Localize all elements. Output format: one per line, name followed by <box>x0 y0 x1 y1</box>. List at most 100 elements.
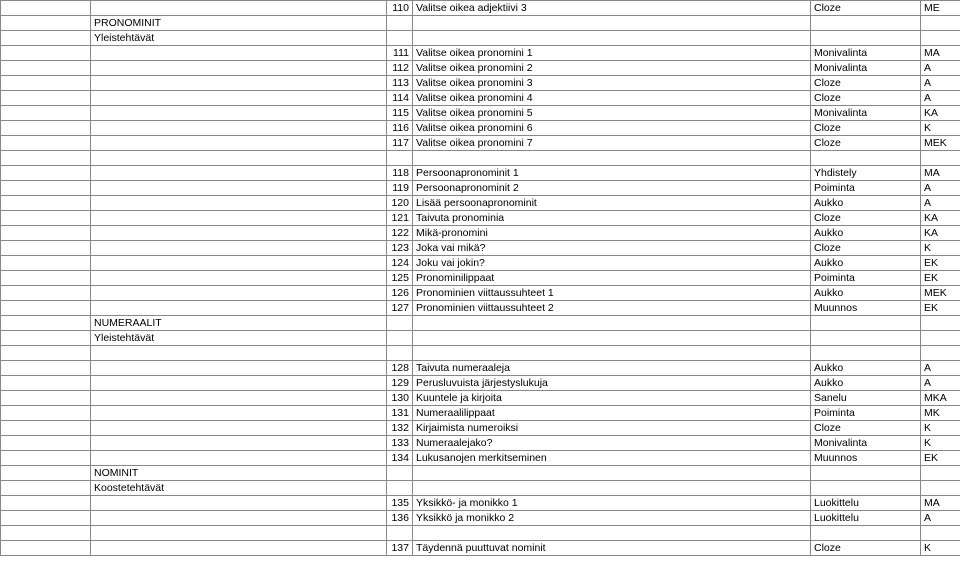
cell-c1 <box>1 196 91 211</box>
cell-c1 <box>1 121 91 136</box>
cell-desc: Perusluvuista järjestyslukuja <box>413 376 811 391</box>
cell-type: Muunnos <box>811 451 921 466</box>
cell-c2 <box>91 166 387 181</box>
cell-c1 <box>1 106 91 121</box>
cell-num <box>387 481 413 496</box>
table-row: 110Valitse oikea adjektiivi 3ClozeME <box>1 1 960 16</box>
cell-num <box>387 466 413 481</box>
cell-code: MA <box>921 496 960 511</box>
cell-code <box>921 316 960 331</box>
cell-desc: Täydennä puuttuvat nominit <box>413 541 811 556</box>
cell-c2 <box>91 226 387 241</box>
data-table: 110Valitse oikea adjektiivi 3ClozeME PRO… <box>0 0 960 556</box>
table-row: 114Valitse oikea pronomini 4ClozeA <box>1 91 960 106</box>
table-row: 132Kirjaimista numeroiksiClozeK <box>1 421 960 436</box>
cell-desc: Mikä-pronomini <box>413 226 811 241</box>
cell-code <box>921 466 960 481</box>
cell-c2: Koostetehtävät <box>91 481 387 496</box>
cell-num: 130 <box>387 391 413 406</box>
cell-desc <box>413 331 811 346</box>
cell-c1 <box>1 451 91 466</box>
cell-num <box>387 16 413 31</box>
cell-desc: Numeraalilippaat <box>413 406 811 421</box>
cell-code: KA <box>921 226 960 241</box>
cell-c1 <box>1 226 91 241</box>
cell-desc: Valitse oikea pronomini 7 <box>413 136 811 151</box>
cell-type: Poiminta <box>811 271 921 286</box>
cell-blank <box>921 526 960 541</box>
cell-blank <box>811 526 921 541</box>
cell-c1 <box>1 421 91 436</box>
cell-c1 <box>1 436 91 451</box>
cell-c1 <box>1 181 91 196</box>
cell-c2: Yleistehtävät <box>91 331 387 346</box>
cell-type: Luokittelu <box>811 511 921 526</box>
cell-blank <box>387 151 413 166</box>
cell-num: 136 <box>387 511 413 526</box>
cell-blank <box>413 346 811 361</box>
cell-desc: Numeraalejako? <box>413 436 811 451</box>
cell-c1 <box>1 136 91 151</box>
table-body: 110Valitse oikea adjektiivi 3ClozeME PRO… <box>1 1 960 556</box>
cell-type: Luokittelu <box>811 496 921 511</box>
cell-blank <box>811 151 921 166</box>
cell-code <box>921 31 960 46</box>
table-row: 126Pronominien viittaussuhteet 1AukkoMEK <box>1 286 960 301</box>
cell-num: 119 <box>387 181 413 196</box>
cell-type: Aukko <box>811 226 921 241</box>
table-row: 131NumeraalilippaatPoimintaMK <box>1 406 960 421</box>
table-row: Yleistehtävät <box>1 331 960 346</box>
table-row: 116Valitse oikea pronomini 6ClozeK <box>1 121 960 136</box>
table-row: 121Taivuta pronominiaClozeKA <box>1 211 960 226</box>
cell-num: 111 <box>387 46 413 61</box>
cell-type: Cloze <box>811 541 921 556</box>
cell-c1 <box>1 361 91 376</box>
cell-blank <box>91 526 387 541</box>
cell-type: Cloze <box>811 76 921 91</box>
table-row: 130Kuuntele ja kirjoitaSaneluMKA <box>1 391 960 406</box>
cell-code: MA <box>921 46 960 61</box>
table-row: 115Valitse oikea pronomini 5MonivalintaK… <box>1 106 960 121</box>
cell-code: KA <box>921 106 960 121</box>
cell-type: Cloze <box>811 421 921 436</box>
cell-c1 <box>1 376 91 391</box>
cell-blank <box>921 151 960 166</box>
cell-code: MEK <box>921 136 960 151</box>
table-row: 124Joku vai jokin?AukkoEK <box>1 256 960 271</box>
cell-c2 <box>91 1 387 16</box>
table-row: 113Valitse oikea pronomini 3ClozeA <box>1 76 960 91</box>
cell-c1 <box>1 406 91 421</box>
cell-desc <box>413 16 811 31</box>
cell-code: A <box>921 91 960 106</box>
cell-c2 <box>91 511 387 526</box>
cell-code: MEK <box>921 286 960 301</box>
cell-num: 135 <box>387 496 413 511</box>
cell-num <box>387 31 413 46</box>
cell-blank <box>1 151 91 166</box>
cell-type: Poiminta <box>811 406 921 421</box>
cell-c1 <box>1 256 91 271</box>
cell-desc: Yksikkö- ja monikko 1 <box>413 496 811 511</box>
cell-num: 124 <box>387 256 413 271</box>
cell-c1 <box>1 211 91 226</box>
cell-desc: Lisää persoonapronominit <box>413 196 811 211</box>
cell-c1 <box>1 31 91 46</box>
cell-c1 <box>1 241 91 256</box>
cell-c2 <box>91 91 387 106</box>
cell-desc: Persoonapronominit 1 <box>413 166 811 181</box>
table-row: Yleistehtävät <box>1 31 960 46</box>
cell-num: 115 <box>387 106 413 121</box>
cell-c1 <box>1 1 91 16</box>
cell-desc: Valitse oikea pronomini 3 <box>413 76 811 91</box>
cell-num: 126 <box>387 286 413 301</box>
cell-desc <box>413 481 811 496</box>
cell-desc: Valitse oikea pronomini 6 <box>413 121 811 136</box>
table-row: 134Lukusanojen merkitseminenMuunnosEK <box>1 451 960 466</box>
table-row: NOMINIT <box>1 466 960 481</box>
cell-type: Poiminta <box>811 181 921 196</box>
cell-c2 <box>91 541 387 556</box>
cell-desc: Pronominien viittaussuhteet 2 <box>413 301 811 316</box>
cell-desc: Joku vai jokin? <box>413 256 811 271</box>
cell-c2 <box>91 121 387 136</box>
cell-num: 131 <box>387 406 413 421</box>
